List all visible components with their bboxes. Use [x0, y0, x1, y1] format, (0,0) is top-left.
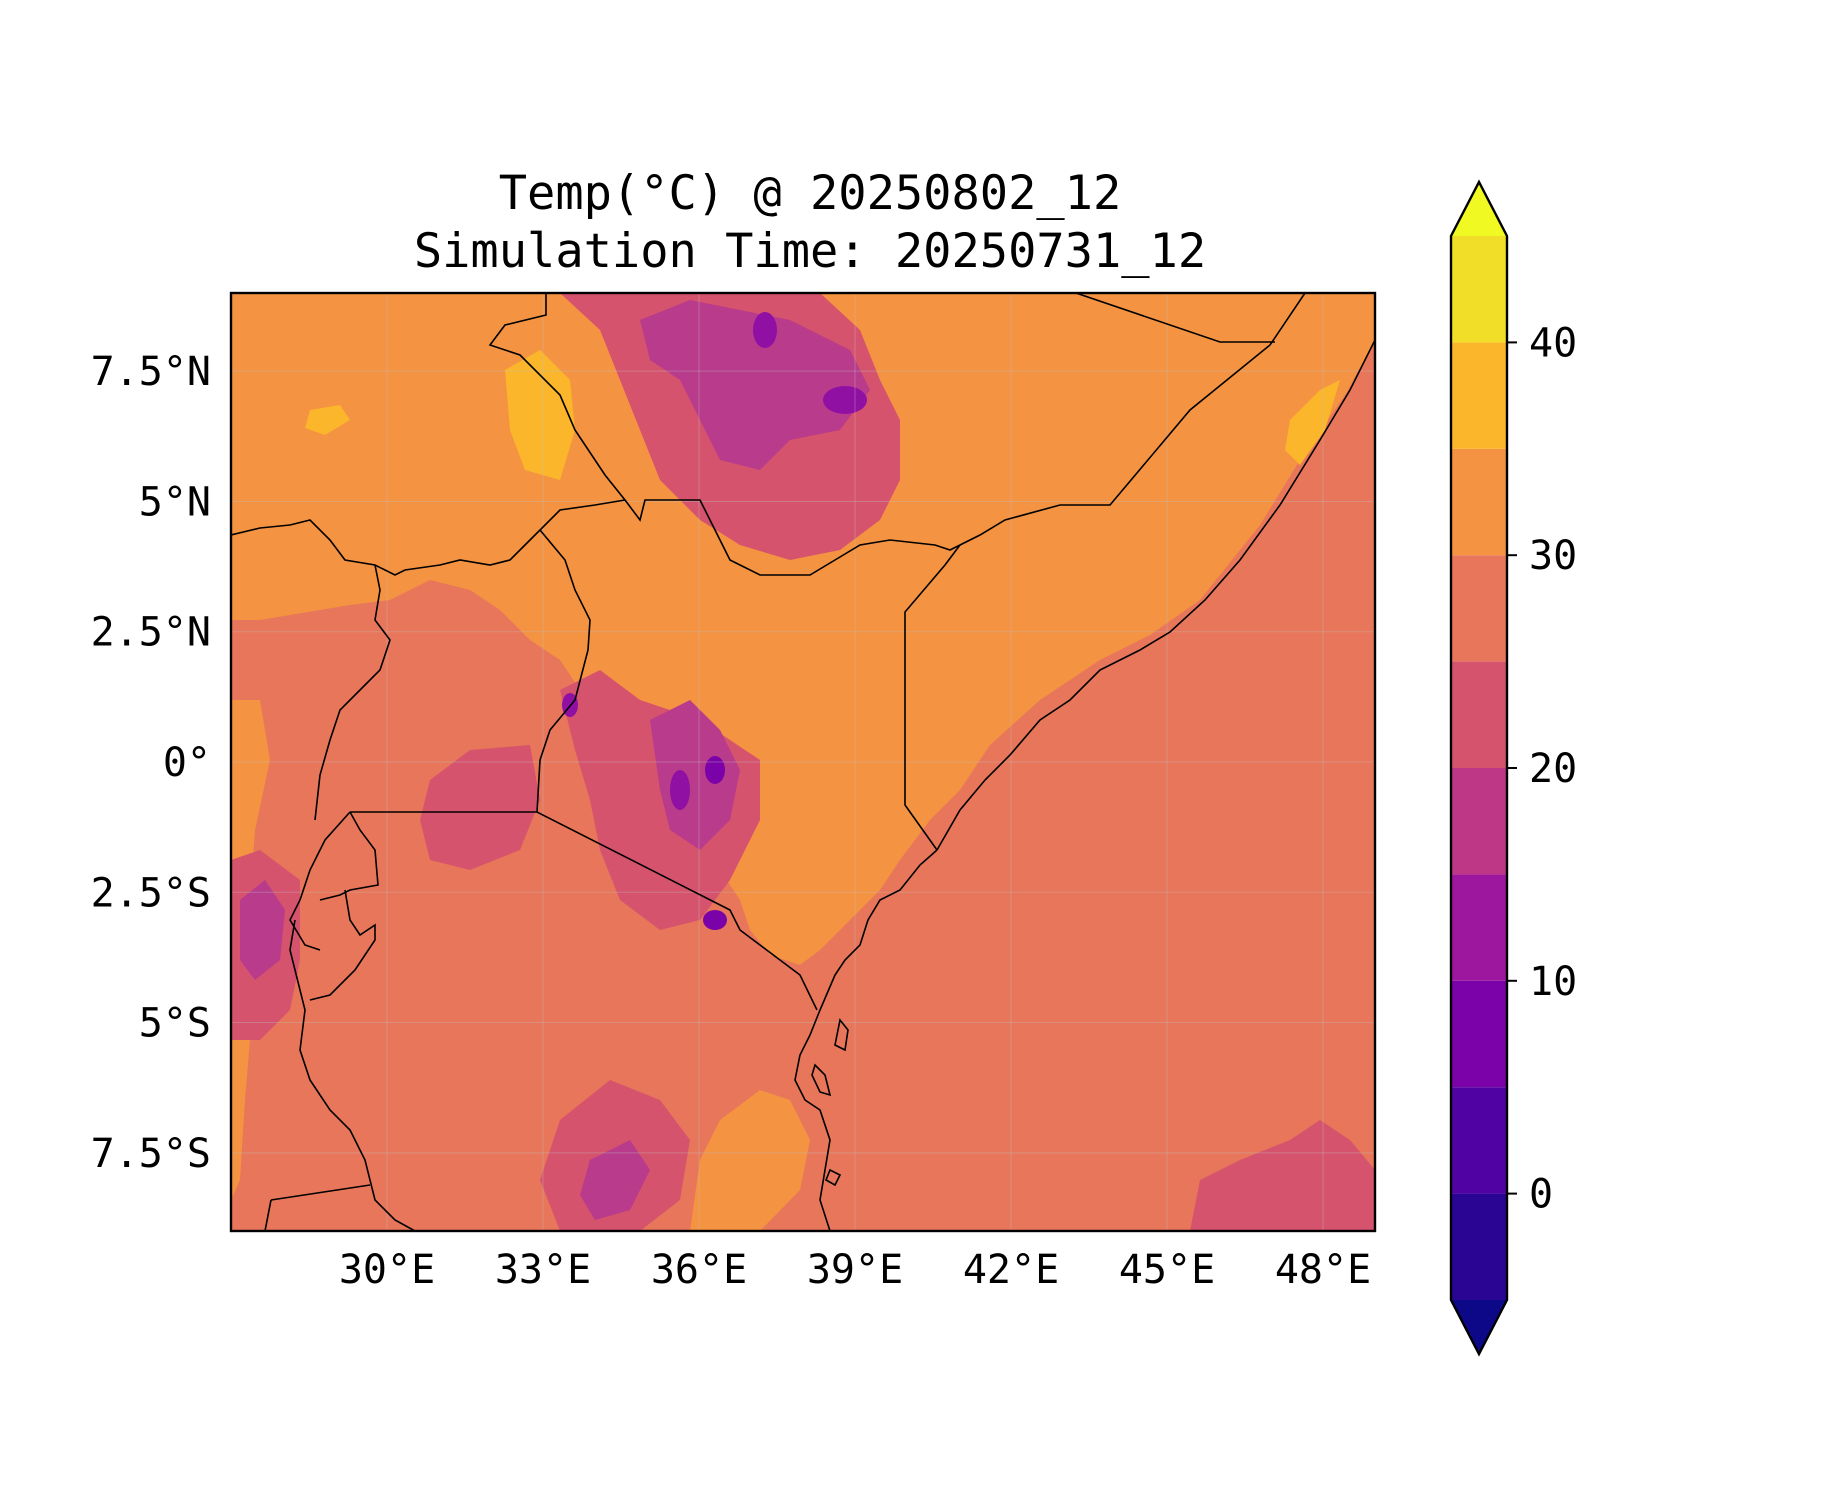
x-tick-label: 36°E — [651, 1247, 747, 1293]
colorbar-segment — [1451, 768, 1507, 875]
x-tick-label: 45°E — [1119, 1247, 1215, 1293]
colorbar: 0 10 20 30 40 — [1449, 179, 1577, 1357]
y-tick-label: 7.5°S — [91, 1131, 211, 1177]
colorbar-tick-label: 0 — [1529, 1172, 1553, 1218]
map-subtitle: Simulation Time: 20250731_12 — [413, 224, 1207, 279]
colorbar-segment — [1451, 1193, 1507, 1300]
cool-area-tanzania — [580, 1140, 650, 1220]
x-tick-label: 39°E — [807, 1247, 903, 1293]
cold-spot-ethiopia-2 — [753, 312, 777, 348]
x-tick-label: 42°E — [963, 1247, 1059, 1293]
temperature-field — [231, 293, 1375, 1231]
colorbar-segment — [1451, 448, 1507, 556]
colorbar-tick-label: 30 — [1529, 533, 1577, 579]
y-axis-ticks: 7.5°N 5°N 2.5°N 0° 2.5°S 5°S 7.5°S — [91, 349, 211, 1177]
x-tick-label: 33°E — [495, 1247, 591, 1293]
cool-area-west — [240, 880, 285, 980]
cold-spot-kenya-1 — [705, 756, 725, 784]
colorbar-segment — [1451, 555, 1507, 662]
highland-southeast — [1190, 1120, 1375, 1231]
y-tick-label: 5°S — [139, 1001, 211, 1047]
hot-area-west — [305, 405, 350, 435]
colorbar-tick-label: 10 — [1529, 959, 1577, 1005]
colorbar-outline — [1449, 179, 1509, 1357]
colorbar-segment — [1451, 661, 1507, 768]
colorbar-extend-max — [1451, 182, 1507, 236]
y-tick-label: 2.5°N — [91, 610, 211, 656]
y-tick-label: 7.5°N — [91, 349, 211, 395]
hot-area-somalia — [1285, 380, 1340, 465]
lowland-region-north — [231, 293, 1375, 965]
axes-frame — [229, 291, 1377, 1233]
hot-area-south-sudan — [505, 350, 575, 480]
lowland-region-west — [231, 700, 270, 1200]
colorbar-segment — [1451, 874, 1507, 981]
highland-uganda — [420, 745, 540, 870]
colorbar-segment — [1451, 236, 1507, 343]
x-axis-ticks: 30°E 33°E 36°E 39°E 42°E 45°E 48°E — [339, 1247, 1371, 1293]
colorbar-tick-label: 20 — [1529, 746, 1577, 792]
country-borders — [231, 293, 1375, 1231]
colorbar-segment — [1451, 342, 1507, 449]
x-tick-label: 48°E — [1275, 1247, 1371, 1293]
x-tick-label: 30°E — [339, 1247, 435, 1293]
colorbar-tick-label: 40 — [1529, 320, 1577, 366]
colorbar-segment — [1451, 980, 1507, 1088]
colorbar-segment — [1451, 1087, 1507, 1194]
y-tick-label: 2.5°S — [91, 870, 211, 916]
cool-area-kenya — [650, 700, 740, 850]
cold-spot-ethiopia-1 — [823, 386, 867, 414]
colorbar-extend-min — [1451, 1300, 1507, 1354]
map-title: Temp(°C) @ 20250802_12 — [498, 166, 1122, 221]
y-tick-label: 5°N — [139, 479, 211, 525]
gridlines — [231, 293, 1375, 1231]
y-tick-label: 0° — [163, 740, 211, 786]
lowland-region-south — [690, 1090, 810, 1231]
cold-spot-tanzania — [703, 910, 727, 930]
cool-area-ethiopia — [640, 300, 870, 470]
cold-spot-kenya-2 — [670, 770, 690, 810]
